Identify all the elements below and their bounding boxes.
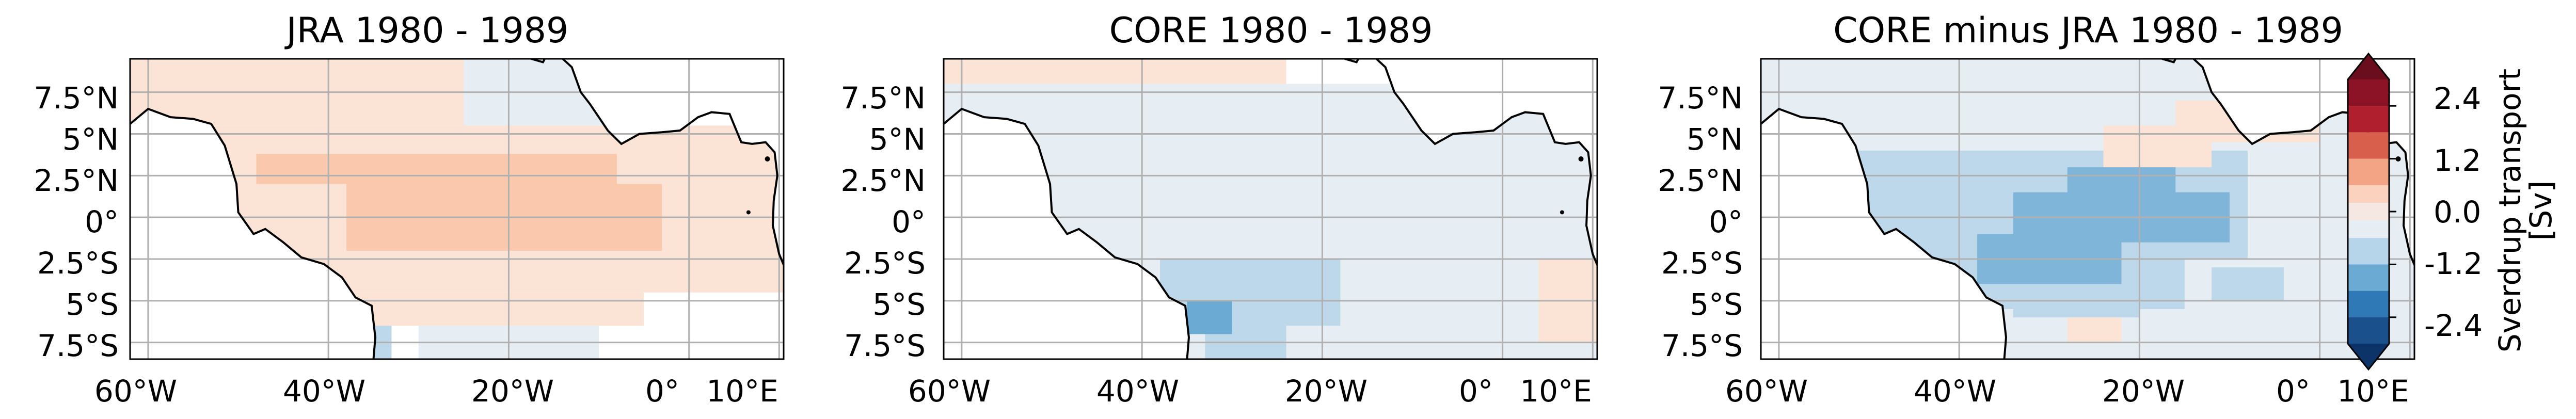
transport-cell [328, 292, 644, 326]
colorbar-bin [2348, 220, 2389, 238]
lon-tick-label: 10°E [2337, 374, 2409, 409]
island [2395, 156, 2401, 162]
coastline-africa [531, 59, 784, 359]
island [1578, 156, 1584, 162]
colorbar-bin [2348, 79, 2389, 106]
colorbar-bin [2348, 264, 2389, 291]
lat-tick-label: 7.5°S [844, 328, 926, 363]
lon-tick-label: 10°E [706, 374, 778, 409]
lat-tick-label: 7.5°N [1658, 80, 1743, 116]
land-africa [1345, 59, 1597, 359]
lat-tick-label: 7.5°S [1661, 328, 1743, 363]
land-africa [531, 59, 784, 359]
map-area [129, 58, 785, 360]
lon-tick-label: 0° [645, 374, 679, 409]
map-frame [1760, 58, 2415, 360]
lon-tick-label: 20°W [471, 374, 554, 409]
lon-tick-label: 40°W [1914, 374, 1996, 409]
lon-tick-label: 40°W [1096, 374, 1179, 409]
lat-tick-label: 2.5°S [844, 246, 926, 281]
colorbar-bin [2348, 291, 2389, 317]
map-area [943, 58, 1598, 360]
colorbar-outline [2347, 52, 2390, 371]
lat-tick-label: 5°S [872, 287, 926, 322]
colorbar-bin [2348, 238, 2389, 265]
lon-tick-label: 10°E [1520, 374, 1592, 409]
colorbar-bin [2348, 132, 2389, 159]
lon-tick-label: 0° [2276, 374, 2310, 409]
lat-tick-label: 5°N [62, 122, 119, 157]
lon-tick-label: 60°W [1725, 374, 1808, 409]
lat-tick-label: 2.5°N [34, 163, 119, 198]
colorbar: 2.4 1.2 0.0 -1.2 -2.4 Sverdrup transport… [2347, 52, 2558, 371]
transport-cell [382, 225, 662, 251]
lat-tick-label: 2.5°S [1661, 246, 1743, 281]
island [746, 210, 751, 215]
coastline-south-america [1761, 107, 2007, 359]
lat-tick-label: 5°S [1690, 287, 1743, 322]
lat-tick-label: 0° [1709, 204, 1743, 239]
colorbar-bin [2348, 158, 2389, 185]
lat-tick-label: 5°N [1687, 122, 1743, 157]
axes-labels: 7.5°N 5°N 2.5°N 0° 2.5°S 5°S 7.5°S 60°W … [840, 80, 1592, 409]
colorbar-label: Sverdrup transport [2492, 69, 2527, 352]
lat-tick-label: 2.5°N [840, 163, 926, 198]
transport-cell [1187, 300, 1232, 334]
panel-title: CORE 1980 - 1989 [1109, 10, 1433, 51]
colorbar-bins [2347, 52, 2390, 371]
transport-cell [2067, 317, 2122, 343]
colorbar-tick-label: 1.2 [2434, 143, 2481, 178]
panel-title: CORE minus JRA 1980 - 1989 [1833, 10, 2343, 51]
map-frame [943, 58, 1598, 360]
map-area [1760, 58, 2415, 360]
colorbar-bin [2348, 185, 2389, 203]
island [1560, 210, 1564, 215]
panel-title: JRA 1980 - 1989 [284, 10, 569, 51]
map-frame [129, 58, 785, 360]
lat-tick-label: 0° [85, 204, 119, 239]
lat-tick-label: 2.5°N [1658, 163, 1743, 198]
lat-tick-label: 2.5°S [37, 246, 119, 281]
map-panel-core: CORE 1980 - 1989 7.5°N 5°N 2.5°N 0° 2.5°… [840, 10, 1598, 409]
lat-tick-label: 0° [892, 204, 926, 239]
lon-tick-label: 0° [1459, 374, 1493, 409]
colorbar-bin [2348, 106, 2389, 133]
lon-tick-label: 40°W [283, 374, 365, 409]
lat-tick-label: 7.5°N [34, 80, 119, 116]
colorbar-tick-label: 2.4 [2434, 81, 2481, 116]
colorbar-extend-max [2348, 54, 2389, 79]
island [765, 156, 770, 162]
lon-tick-label: 60°W [908, 374, 991, 409]
lat-tick-label: 5°S [66, 287, 119, 322]
lat-tick-label: 7.5°N [840, 80, 926, 116]
colorbar-tick-label: -1.2 [2424, 246, 2483, 281]
colorbar-tick-label: -2.4 [2424, 308, 2483, 343]
colorbar-unit: [Sv] [2523, 181, 2558, 240]
coastline-africa [1344, 59, 1597, 359]
colorbar-tick-label: 0.0 [2434, 195, 2481, 230]
map-panel-core-minus-jra: CORE minus JRA 1980 - 1989 7.5°N 5°N 2.5… [1658, 10, 2415, 409]
colorbar-bin [2348, 317, 2389, 344]
lon-tick-label: 20°W [2102, 374, 2185, 409]
transport-cell [2212, 267, 2284, 301]
lat-tick-label: 7.5°S [37, 328, 119, 363]
map-panel-jra: JRA 1980 - 1989 7.5°N 5°N 2.5°N 0° 2.5°S… [34, 10, 785, 409]
transport-cell [256, 154, 617, 184]
colorbar-extend-min [2348, 344, 2389, 369]
axes-labels: 7.5°N 5°N 2.5°N 0° 2.5°S 5°S 7.5°S 60°W … [34, 80, 778, 409]
coastline-south-america [944, 107, 1190, 359]
lon-tick-label: 20°W [1285, 374, 1367, 409]
colorbar-bin [2348, 202, 2389, 221]
axes-labels: 7.5°N 5°N 2.5°N 0° 2.5°S 5°S 7.5°S 60°W … [1658, 80, 2409, 409]
coastline-south-america [130, 107, 376, 359]
lon-tick-label: 60°W [94, 374, 177, 409]
colorbar-ticks [2389, 105, 2396, 318]
lat-tick-label: 5°N [869, 122, 926, 157]
transport-cell [944, 59, 1286, 84]
